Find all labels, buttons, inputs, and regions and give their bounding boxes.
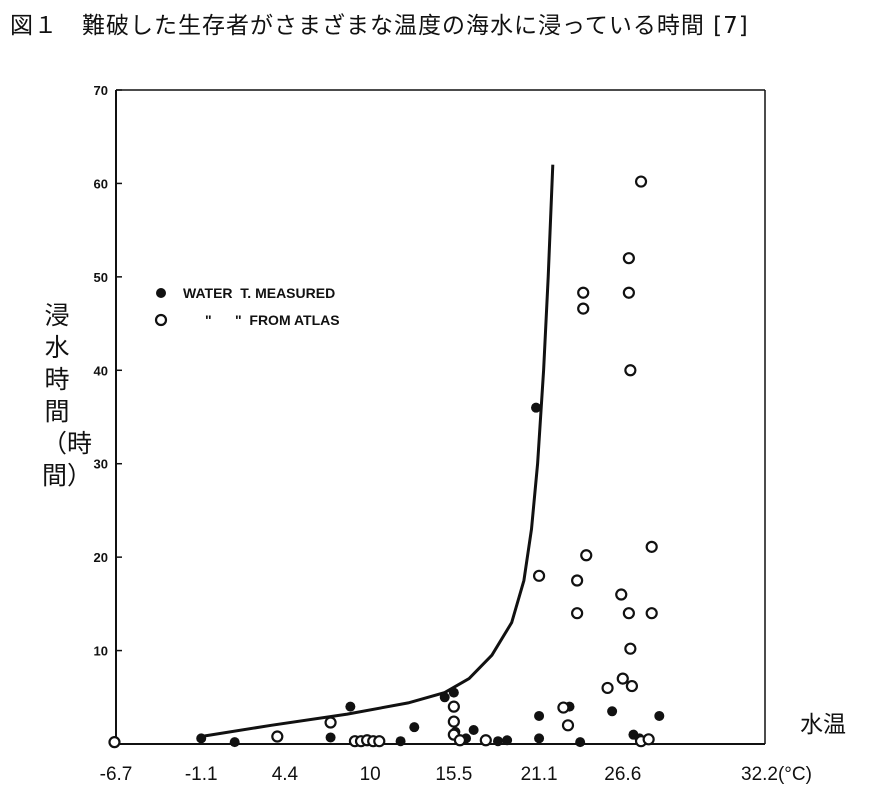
point-atlas [624,642,637,655]
point-atlas [624,364,637,377]
point-atlas [622,607,635,620]
x-tick-label: 32.2(°C) [741,764,812,785]
point-atlas [601,681,614,695]
point-measured [196,733,207,744]
plot-frame [115,89,766,745]
point-atlas [447,700,460,713]
y-tick-label: 10 [94,644,108,659]
point-atlas [557,701,570,714]
y-tick-label: 30 [94,457,108,472]
point-measured [229,737,240,748]
survival-curve [200,164,555,738]
legend-label-measured: WATER T. MEASURED [183,285,335,301]
data-points [108,175,665,749]
point-measured [607,706,618,717]
point-measured [345,701,356,712]
point-atlas [479,734,492,747]
point-atlas [625,679,639,693]
point-atlas [453,734,467,747]
legend-marker-atlas [154,313,168,327]
point-measured [534,733,545,744]
point-atlas [642,733,655,746]
point-atlas [324,716,337,729]
y-tick-label: 20 [94,550,108,565]
y-axis-ticks: 10 20 30 40 50 60 70 [94,83,122,745]
x-tick-label: 15.5 [435,764,472,785]
x-tick-label: 4.4 [272,764,299,785]
point-atlas [634,175,648,188]
point-atlas [577,302,590,315]
legend: WATER T. MEASURED " " FROM ATLAS [154,285,340,328]
point-atlas [580,549,593,562]
point-atlas [373,735,386,748]
point-atlas [561,719,575,732]
figure-title: 図１ 難破した生存者がさまざまな温度の海水に浸っている時間 [7] [10,13,749,39]
point-measured [531,402,542,413]
point-measured [325,732,336,743]
point-atlas [108,736,121,749]
point-atlas [577,286,590,299]
x-tick-label: 10 [360,764,381,785]
point-measured [534,710,545,721]
point-atlas [622,252,635,265]
point-measured [439,692,450,703]
point-measured [502,735,513,746]
point-measured [654,710,665,721]
point-atlas [645,540,658,553]
point-atlas [271,730,284,743]
x-axis-ticks: -6.7 -1.1 4.4 10 15.5 21.1 26.6 32.2(°C) [100,764,812,785]
point-atlas [571,607,584,620]
x-tick-label: 21.1 [521,764,558,785]
point-atlas [622,286,635,299]
point-atlas [447,715,460,728]
point-atlas [616,672,629,685]
point-measured [492,736,503,747]
y-tick-label: 50 [94,270,108,285]
x-tick-label: -1.1 [185,764,218,785]
point-atlas [532,569,546,582]
y-tick-label: 70 [94,83,108,98]
point-atlas [571,574,584,587]
point-measured [575,737,586,748]
point-atlas [615,588,628,601]
point-measured [468,724,479,735]
x-tick-label: 26.6 [604,764,641,785]
point-measured [448,687,459,698]
x-axis-label: 水温 [800,712,846,738]
legend-marker-measured [156,288,166,298]
legend-label-atlas: " " FROM ATLAS [205,312,340,328]
x-tick-label: -6.7 [100,764,133,785]
point-measured [409,722,420,733]
point-measured [395,736,406,747]
y-tick-label: 60 [94,176,108,191]
y-tick-label: 40 [94,363,108,378]
point-atlas [645,607,658,620]
